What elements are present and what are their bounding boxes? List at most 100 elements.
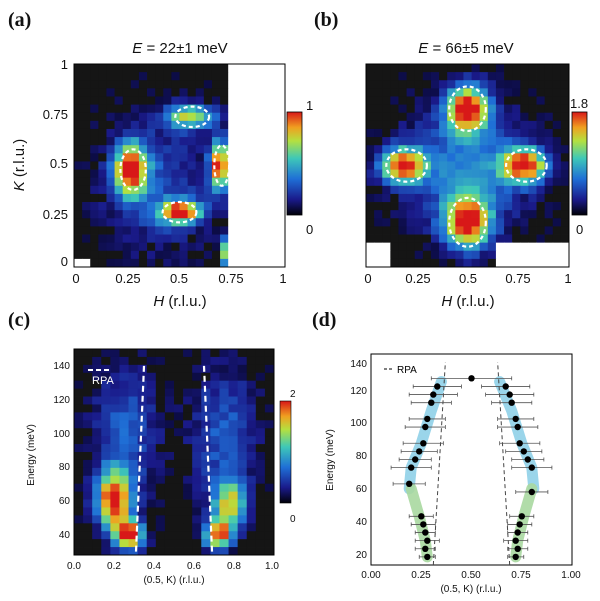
heatmap-cell: [90, 242, 99, 252]
heatmap-cell: [174, 523, 184, 532]
heatmap-cell: [90, 112, 99, 122]
heatmap-cell: [236, 218, 245, 227]
heatmap-cell: [219, 412, 229, 421]
heatmap-cell: [138, 120, 148, 130]
heatmap-cell: [398, 258, 407, 268]
panel-a-colorbar: [286, 111, 303, 216]
heatmap-cell: [382, 202, 391, 211]
heatmap-cell: [276, 242, 286, 252]
heatmap-cell: [98, 185, 107, 195]
heatmap-cell: [98, 234, 107, 244]
heatmap-cell: [130, 226, 140, 235]
heatmap-cell: [430, 218, 440, 227]
heatmap-cell: [536, 258, 546, 268]
heatmap-cell: [146, 436, 157, 445]
heatmap-cell: [164, 349, 175, 358]
heatmap-cell: [246, 372, 257, 382]
heatmap-cell: [163, 185, 172, 195]
heatmap-cell: [183, 349, 193, 358]
heatmap-cell: [82, 242, 91, 252]
heatmap-cell: [187, 234, 197, 244]
heatmap-cell: [90, 145, 99, 154]
heatmap-cell: [146, 372, 157, 382]
heatmap-cell: [439, 128, 448, 138]
heatmap-cell: [414, 88, 424, 97]
heatmap-cell: [487, 153, 497, 162]
heatmap-cell: [237, 372, 248, 382]
heatmap-cell: [487, 161, 497, 170]
heatmap-cell: [276, 96, 286, 105]
rpa-dispersion-line: [134, 365, 146, 552]
heatmap-cell: [390, 120, 399, 130]
heatmap-cell: [422, 112, 432, 122]
heatmap-cell: [122, 64, 132, 73]
heatmap-cell: [504, 96, 513, 105]
heatmap-cell: [130, 80, 140, 89]
heatmap-cell: [382, 153, 391, 162]
heatmap-cell: [430, 80, 440, 89]
heatmap-cell: [398, 169, 407, 179]
heatmap-cell: [155, 64, 164, 73]
heatmap-cell: [128, 404, 139, 413]
heatmap-cell: [183, 364, 193, 374]
heatmap-cell: [128, 523, 139, 532]
heatmap-cell: [398, 80, 407, 89]
heatmap-cell: [260, 161, 270, 170]
heatmap-cell: [244, 242, 253, 252]
heatmap-cell: [398, 250, 407, 260]
heatmap-cell: [260, 193, 270, 203]
heatmap-cell: [495, 250, 505, 260]
heatmap-cell: [146, 396, 157, 405]
heatmap-cell: [244, 177, 253, 187]
heatmap-cell: [520, 72, 529, 81]
heatmap-cell: [138, 64, 148, 73]
heatmap-cell: [447, 80, 456, 89]
dashed-region-ellipse: [174, 105, 211, 129]
heatmap-cell: [504, 177, 513, 187]
heatmap-cell: [236, 161, 245, 170]
heatmap-cell: [398, 234, 407, 244]
heatmap-cell: [138, 242, 148, 252]
heatmap-cell: [83, 356, 93, 366]
heatmap-cell: [164, 364, 175, 374]
heatmap-cell: [83, 459, 93, 469]
heatmap-cell: [560, 258, 570, 268]
heatmap-cell: [236, 242, 245, 252]
heatmap-cell: [146, 515, 157, 524]
heatmap-cell: [479, 145, 489, 154]
heatmap-cell: [455, 153, 464, 162]
heatmap-cell: [512, 96, 521, 105]
ytick: 1: [61, 57, 68, 72]
heatmap-cell: [228, 483, 239, 493]
heatmap-cell: [228, 80, 237, 89]
heatmap-cell: [512, 112, 521, 122]
heatmap-cell: [130, 128, 140, 138]
heatmap-cell: [201, 436, 211, 445]
heatmap-cell: [195, 112, 205, 122]
xtick: 0.2: [107, 561, 121, 572]
heatmap-cell: [155, 428, 166, 437]
heatmap-cell: [520, 137, 529, 146]
heatmap-cell: [211, 80, 221, 89]
heatmap-cell: [114, 169, 124, 179]
heatmap-cell: [183, 436, 193, 445]
heatmap-cell: [471, 210, 481, 219]
heatmap-cell: [155, 412, 166, 421]
heatmap-cell: [366, 104, 375, 114]
heatmap-cell: [406, 258, 416, 268]
heatmap-cell: [512, 218, 521, 227]
heatmap-cell: [560, 88, 570, 97]
heatmap-cell: [246, 412, 257, 421]
panel-c: (c) RPA 0.0 0.2 0.4 0.6 0.8 1.0 40 60 80…: [8, 309, 296, 586]
heatmap-cell: [90, 104, 99, 114]
xtick: 0.25: [411, 570, 431, 581]
heatmap-cell: [536, 128, 546, 138]
heatmap-cell: [137, 380, 148, 390]
heatmap-cell: [114, 185, 124, 195]
heatmap-cell: [560, 72, 570, 81]
heatmap-cell: [422, 137, 432, 146]
heatmap-cell: [155, 515, 166, 524]
heatmap-cell: [183, 396, 193, 405]
heatmap-cell: [183, 388, 193, 397]
heatmap-cell: [268, 80, 278, 89]
